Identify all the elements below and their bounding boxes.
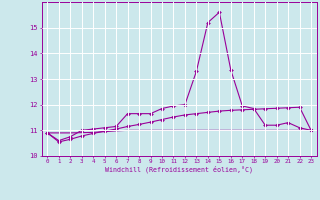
X-axis label: Windchill (Refroidissement éolien,°C): Windchill (Refroidissement éolien,°C): [105, 166, 253, 173]
